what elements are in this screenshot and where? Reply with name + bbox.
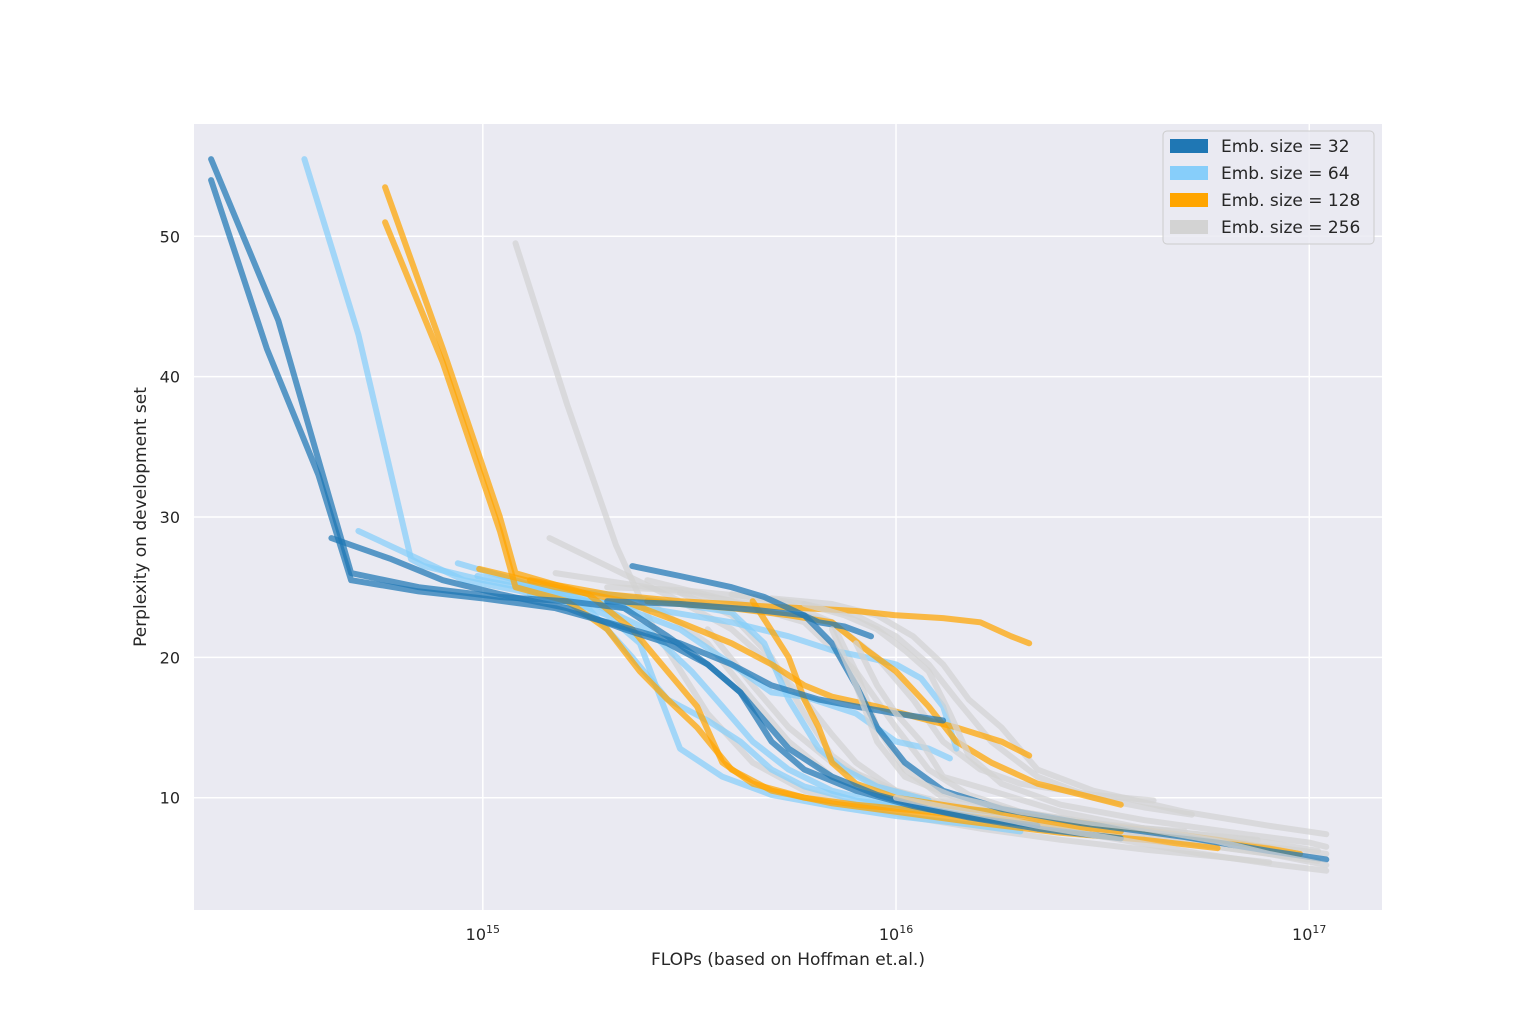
legend-swatch	[1170, 193, 1208, 207]
x-axis-label: FLOPs (based on Hoffman et.al.)	[651, 950, 925, 970]
x-tick-label: 1015	[466, 923, 500, 944]
x-tick-label: 1016	[879, 923, 913, 944]
y-tick-label: 50	[160, 227, 180, 246]
series-line-emb-32	[629, 563, 874, 640]
x-tick-labels: 1015 1016 1017	[466, 923, 1327, 944]
series-line-emb-64	[301, 156, 1024, 835]
y-tick-label: 20	[160, 648, 180, 667]
legend-frame	[1162, 130, 1375, 245]
series-line-emb-64	[526, 591, 960, 752]
series-line-emb-256	[801, 601, 1330, 850]
legend-swatch	[1170, 220, 1208, 234]
y-tick-label: 30	[160, 508, 180, 527]
series-lines	[208, 156, 1330, 874]
series-line-emb-256	[893, 794, 1330, 874]
y-tick-label: 40	[160, 368, 180, 387]
series-line-emb-256	[853, 640, 1330, 869]
legend-swatch	[1170, 139, 1208, 153]
series-line-emb-128	[382, 184, 1124, 835]
legend: Emb. size = 32 Emb. size = 64 Emb. size = …	[1162, 130, 1375, 245]
legend-label: Emb. size = 64	[1221, 164, 1350, 184]
y-axis-label: Perplexity on development set	[131, 387, 151, 647]
legend-label: Emb. size = 32	[1221, 137, 1350, 157]
series-line-emb-256	[512, 240, 1273, 866]
legend-label: Emb. size = 128	[1221, 191, 1360, 211]
legend-swatch	[1170, 166, 1208, 180]
y-tick-label: 10	[160, 789, 180, 808]
series-line-emb-256	[829, 626, 1321, 854]
x-tick-label: 1017	[1292, 923, 1326, 944]
y-tick-labels: 10 20 30 40 50	[160, 227, 180, 807]
legend-label: Emb. size = 256	[1221, 218, 1360, 238]
